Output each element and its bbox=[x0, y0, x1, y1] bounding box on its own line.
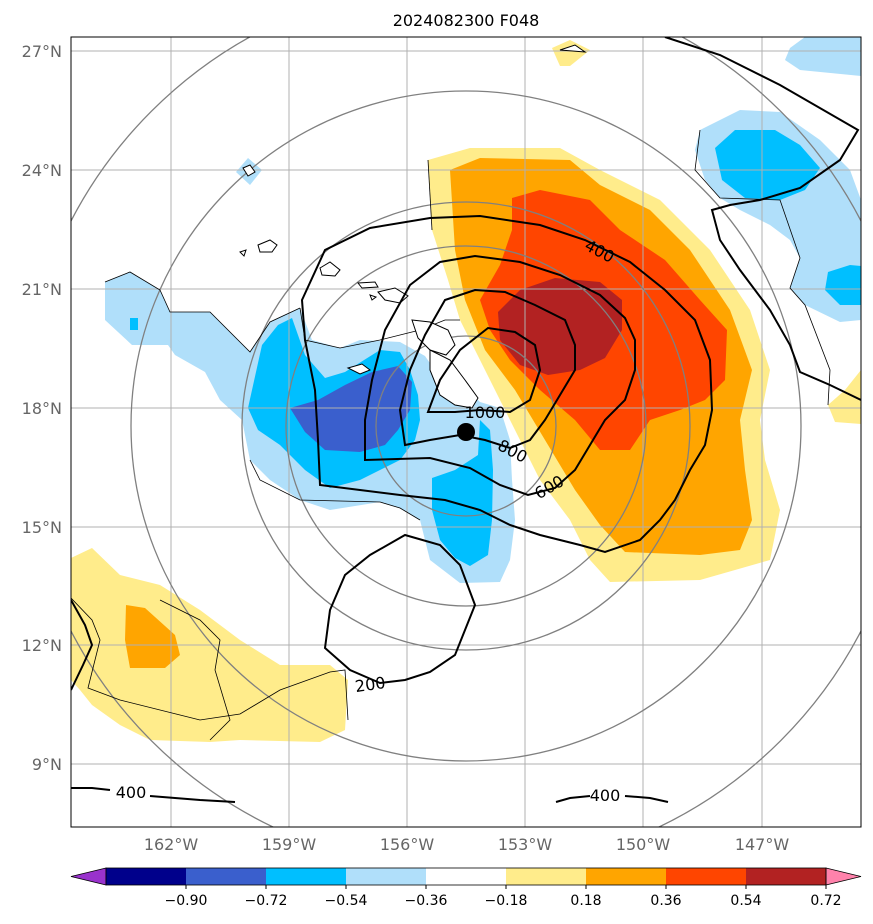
lat-tick-24: 24°N bbox=[22, 161, 62, 180]
colorbar-bin bbox=[266, 868, 347, 885]
lat-tick-9: 9°N bbox=[32, 755, 62, 774]
range-rings bbox=[71, 37, 861, 827]
colorbar-tick-label: −0.90 bbox=[165, 893, 208, 909]
contour-lines bbox=[71, 37, 861, 803]
contour-200 bbox=[323, 533, 477, 685]
colorbar-tick-label: 0.54 bbox=[730, 893, 761, 909]
contour-400-se2 bbox=[624, 795, 669, 803]
lat-tick-15: 15°N bbox=[22, 518, 62, 537]
positive-field-sw-orange bbox=[125, 605, 180, 668]
colorbar: −0.90 −0.72 −0.54 −0.36 −0.18 0.18 0.36 0.54 0.7… bbox=[70, 867, 862, 909]
lon-tick-150: 150°W bbox=[616, 835, 671, 854]
contour-1000 bbox=[426, 326, 542, 414]
positive-field-top-yellow bbox=[552, 40, 590, 66]
colorbar-bin bbox=[106, 868, 187, 885]
colorbar-bin bbox=[666, 868, 747, 885]
negative-field-royal-blue bbox=[290, 366, 412, 452]
contour-800 bbox=[398, 288, 576, 450]
lat-tick-12: 12°N bbox=[22, 636, 62, 655]
positive-field-east-yellow bbox=[828, 370, 861, 424]
colorbar-bin bbox=[586, 868, 667, 885]
gridlines bbox=[71, 37, 861, 827]
colorbar-bin bbox=[426, 868, 507, 885]
lon-tick-153: 153°W bbox=[498, 835, 553, 854]
contour-600 bbox=[364, 254, 636, 497]
contour-400-ne bbox=[664, 37, 861, 401]
negative-field-ne-cyan-east bbox=[825, 265, 861, 305]
negative-field-top-right-blue bbox=[785, 37, 861, 76]
contour-400-sw bbox=[71, 787, 111, 791]
colorbar-bin bbox=[746, 868, 827, 885]
map-frame bbox=[70, 36, 862, 828]
colorbar-tick-label: −0.54 bbox=[325, 893, 368, 909]
contour-label-400-sw: 400 bbox=[116, 783, 147, 802]
longitude-axis: 162°W 159°W 156°W 153°W 150°W 147°W bbox=[144, 835, 790, 854]
lon-tick-156: 156°W bbox=[380, 835, 435, 854]
contour-400-se bbox=[555, 795, 591, 803]
colorbar-tick-label: 0.36 bbox=[650, 893, 681, 909]
latitude-axis: 27°N 24°N 21°N 18°N 15°N 12°N 9°N bbox=[22, 42, 62, 774]
hawaiian-islands bbox=[239, 44, 587, 409]
colorbar-tick-label: −0.36 bbox=[405, 893, 448, 909]
colorbar-frame bbox=[105, 867, 827, 886]
colorbar-tick-label: −0.72 bbox=[245, 893, 288, 909]
map-title: 2024082300 F048 bbox=[393, 11, 540, 30]
contour-label-1000: 1000 bbox=[465, 403, 506, 422]
colorbar-bin bbox=[506, 868, 587, 885]
lon-tick-159: 159°W bbox=[262, 835, 317, 854]
lat-tick-21: 21°N bbox=[22, 280, 62, 299]
contour-400-sw2 bbox=[149, 795, 236, 803]
colorbar-tick-label: 0.72 bbox=[810, 893, 841, 909]
colorbar-tick-label: 0.18 bbox=[570, 893, 601, 909]
negative-field-ne-cyan bbox=[715, 130, 820, 200]
colorbar-bin bbox=[346, 868, 427, 885]
lat-tick-27: 27°N bbox=[22, 42, 62, 61]
shaded-fields bbox=[71, 37, 861, 742]
lon-tick-162: 162°W bbox=[144, 835, 199, 854]
negative-field-cyan-tick bbox=[130, 318, 138, 330]
colorbar-extend-low bbox=[70, 867, 107, 886]
contour-label-200: 200 bbox=[354, 673, 387, 696]
map-plot-area: 1000 800 600 400 200 400 400 bbox=[71, 37, 861, 827]
colorbar-tick-label: −0.18 bbox=[485, 893, 528, 909]
colorbar-extend-high bbox=[825, 867, 862, 886]
contour-label-400-se: 400 bbox=[590, 786, 621, 805]
negative-field-cyan-south bbox=[432, 420, 493, 566]
contour-400-main bbox=[300, 214, 714, 554]
storm-center-marker bbox=[457, 423, 475, 441]
contour-400-west bbox=[71, 599, 94, 691]
lat-tick-18: 18°N bbox=[22, 399, 62, 418]
field-outlines bbox=[71, 129, 831, 741]
lon-tick-147: 147°W bbox=[735, 835, 790, 854]
colorbar-bin bbox=[186, 868, 267, 885]
